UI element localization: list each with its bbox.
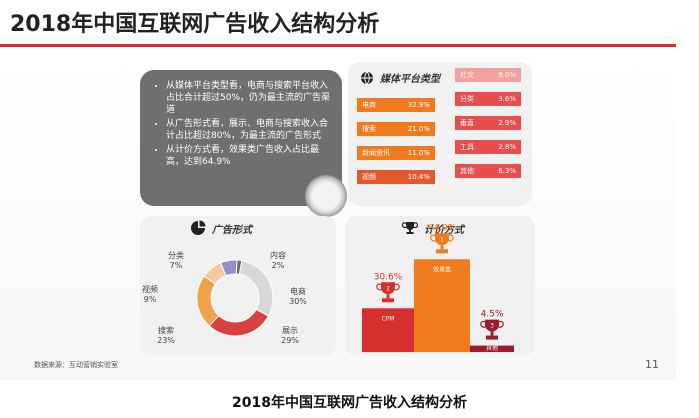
globe-icon [361, 71, 373, 84]
summary-point: 从广告形式看，展示、电商与搜索收入合计占比超过80%，为最主流的广告形式 [166, 118, 332, 142]
platform-label: 视频 [362, 173, 376, 181]
platform-value: 2.9% [498, 119, 516, 127]
pricing-heading: 计价方式 [402, 220, 464, 236]
platform-label: 分类 [460, 95, 474, 103]
platform-tag: 搜索 21.0% [357, 122, 435, 136]
platform-label: 社交 [460, 71, 474, 79]
platform-tag: 工具 2.8% [455, 140, 521, 154]
platform-tag: 电商 32.9% [357, 98, 435, 112]
platform-value: 32.9% [407, 101, 430, 109]
platform-tag: 新闻资讯 11.0% [357, 146, 435, 160]
platform-tag: 视频 10.4% [357, 170, 435, 184]
platform-value: 6.3% [498, 167, 516, 175]
media-platform-heading: 媒体平台类型 [360, 70, 440, 85]
pie-chart-icon [191, 220, 206, 235]
platform-value: 3.6% [498, 95, 516, 103]
platform-tag: 其他 6.3% [455, 164, 521, 178]
ad-form-title: 广告形式 [212, 224, 252, 236]
platform-value: 2.8% [498, 143, 516, 151]
title-rule [0, 44, 676, 47]
data-source-note: 数据来源：互动营销实验室 [34, 361, 118, 369]
bubble-ring-decoration [305, 175, 347, 217]
trophy-icon [402, 222, 418, 234]
platform-label: 新闻资讯 [362, 149, 390, 157]
platform-value: 10.4% [407, 173, 430, 181]
image-caption: 2018年中国互联网广告收入结构分析 [232, 395, 467, 411]
platform-tag: 分类 3.6% [455, 92, 521, 106]
platform-value: 9.0% [498, 71, 516, 79]
platform-label: 其他 [460, 167, 474, 175]
ad-form-panel [140, 216, 336, 356]
summary-point: 从计价方式看，效果类广告收入占比最高，达到64.9% [166, 144, 332, 168]
pricing-title: 计价方式 [424, 224, 464, 236]
platform-label: 电商 [362, 101, 376, 109]
platform-value: 11.0% [407, 149, 430, 157]
platform-value: 21.0% [407, 125, 430, 133]
pricing-panel [345, 216, 535, 356]
platform-tag: 社交 9.0% [455, 68, 521, 82]
summary-point: 从媒体平台类型看，电商与搜索平台收入占比合计超过50%，仍为最主流的广告渠道 [166, 80, 332, 116]
platform-label: 垂直 [460, 119, 474, 127]
page-number: 11 [645, 358, 659, 371]
ad-form-heading: 广告形式 [190, 220, 252, 236]
page-title: 2018年中国互联网广告收入结构分析 [10, 12, 380, 37]
platform-label: 工具 [460, 143, 474, 151]
platform-tag: 垂直 2.9% [455, 116, 521, 130]
media-platform-title: 媒体平台类型 [380, 74, 440, 85]
platform-label: 搜索 [362, 125, 376, 133]
